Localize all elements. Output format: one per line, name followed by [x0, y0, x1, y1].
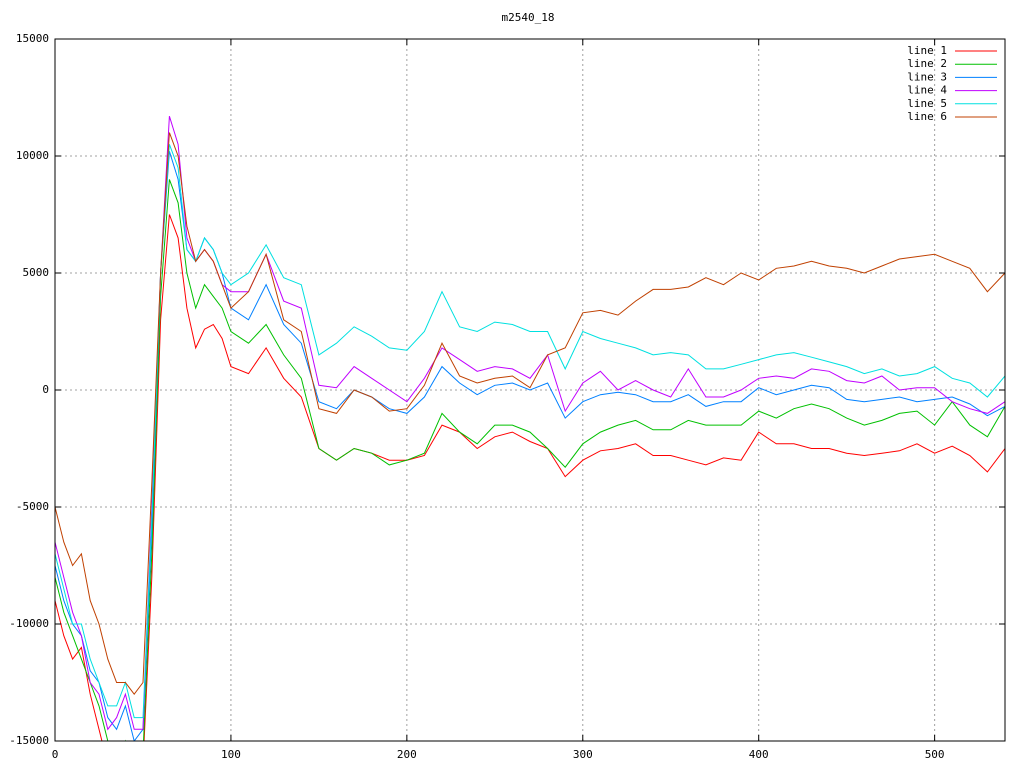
- series-line: [55, 144, 1005, 719]
- y-tick-label: 5000: [23, 266, 50, 279]
- y-tick-label: -5000: [16, 500, 49, 513]
- legend-label: line 1: [907, 44, 947, 57]
- x-tick-label: 200: [397, 748, 417, 761]
- legend-label: line 6: [907, 110, 947, 123]
- series-line: [55, 132, 1005, 696]
- x-tick-label: 500: [925, 748, 945, 761]
- y-tick-label: 0: [42, 383, 49, 396]
- x-tick-label: 400: [749, 748, 769, 761]
- series-line: [55, 214, 1005, 741]
- legend-label: line 4: [907, 84, 947, 97]
- y-tick-label: -15000: [9, 734, 49, 747]
- y-tick-label: 15000: [16, 32, 49, 45]
- y-tick-label: -10000: [9, 617, 49, 630]
- chart-title: m2540_18: [502, 11, 555, 24]
- y-tick-label: 10000: [16, 149, 49, 162]
- series-line: [55, 116, 1005, 731]
- series-line: [55, 151, 1005, 741]
- series-line: [55, 179, 1005, 741]
- x-tick-label: 0: [52, 748, 59, 761]
- x-tick-label: 300: [573, 748, 593, 761]
- legend-label: line 2: [907, 57, 947, 70]
- x-tick-label: 100: [221, 748, 241, 761]
- legend-label: line 3: [907, 70, 947, 83]
- legend-label: line 5: [907, 97, 947, 110]
- plot-lines: [55, 116, 1005, 741]
